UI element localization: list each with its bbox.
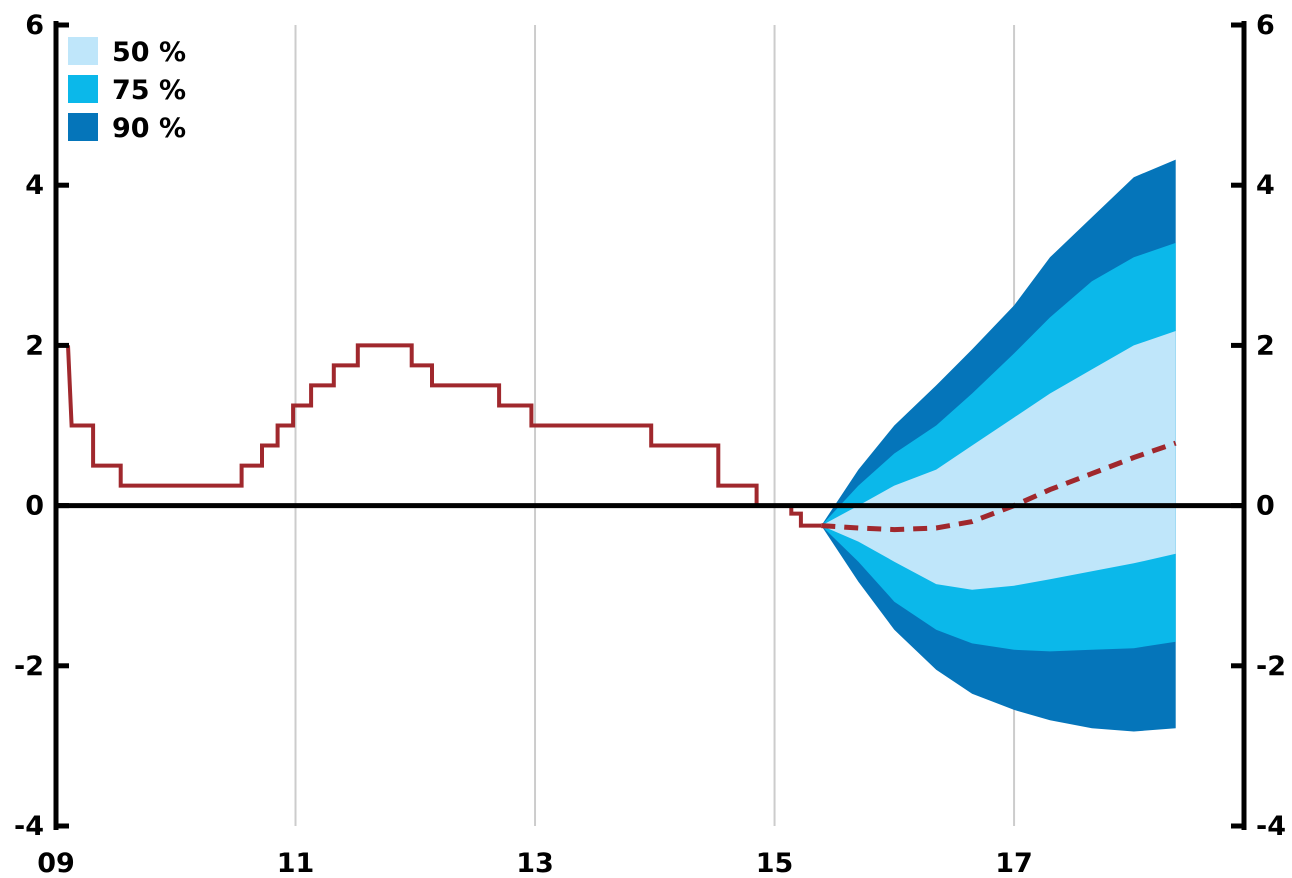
y-tick-label-left: 6 xyxy=(25,10,44,41)
band-50 xyxy=(821,331,1176,590)
y-tick-label-left: 4 xyxy=(25,170,44,201)
y-tick-label-left: -2 xyxy=(14,651,44,682)
y-tick-label-left: 0 xyxy=(25,491,44,522)
y-tick-label-right: -4 xyxy=(1256,811,1286,842)
projection-median-line xyxy=(821,440,1177,533)
legend-label: 75 % xyxy=(112,75,186,106)
y-tick-label-right: 6 xyxy=(1256,10,1275,41)
legend-label: 50 % xyxy=(112,37,186,68)
historical-line xyxy=(66,343,822,528)
legend-swatch xyxy=(68,113,98,141)
legend-label: 90 % xyxy=(112,113,186,144)
axes: 6 6 4 4 2 2 0 0 -2 -2 -4 -4 09 11 13 15 17 xyxy=(14,10,1286,878)
y-tick-label-right: -2 xyxy=(1256,651,1286,682)
y-tick-label-left: -4 xyxy=(14,811,44,842)
legend: 50 % 75 % 90 % xyxy=(68,37,186,144)
y-tick-label-left: 2 xyxy=(25,330,44,361)
x-tick-label: 17 xyxy=(995,848,1033,878)
legend-swatch xyxy=(68,75,98,103)
x-tick-label: 09 xyxy=(37,848,75,878)
y-tick-label-right: 4 xyxy=(1256,170,1275,201)
y-tick-label-right: 0 xyxy=(1256,491,1275,522)
legend-swatch xyxy=(68,37,98,65)
x-tick-label: 11 xyxy=(277,848,315,878)
forecast-bands xyxy=(821,159,1176,732)
y-tick-label-right: 2 xyxy=(1256,330,1275,361)
x-tick-label: 13 xyxy=(516,848,554,878)
data-lines xyxy=(66,343,1177,533)
x-tick-label: 15 xyxy=(756,848,794,878)
